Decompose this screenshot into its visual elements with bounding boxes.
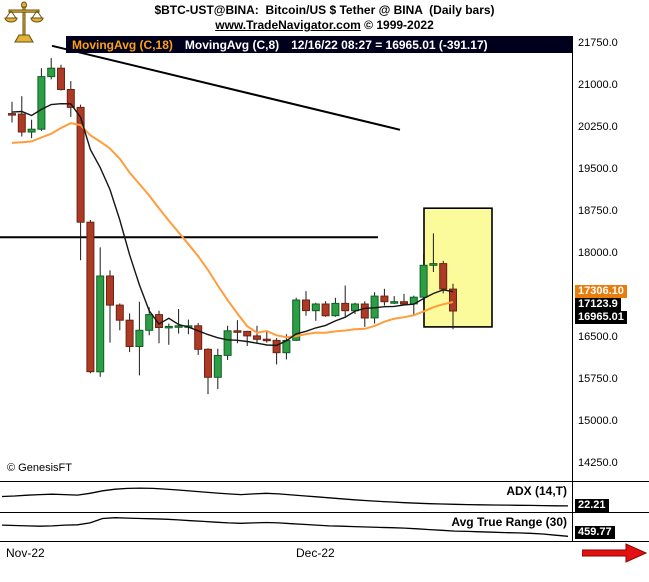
date-axis[interactable]: Nov-22 Dec-22 [0, 542, 572, 562]
chart-title: $BTC-UST@BINA: Bitcoin/US $ Tether @ BIN… [154, 3, 495, 17]
indicator-line [1, 517, 569, 537]
candle-body [96, 275, 105, 373]
candle-body [360, 303, 369, 319]
panel-separator [0, 481, 649, 482]
adx-panel[interactable]: ADX (14,T) [0, 482, 572, 512]
date-axis-label: Nov-22 [6, 546, 45, 560]
candle-body [155, 314, 163, 329]
price-tick-label: 19500.0 [578, 163, 618, 175]
candle-body [390, 301, 399, 304]
adx-value-badge: 22.21 [575, 499, 609, 512]
candle-body [106, 275, 114, 306]
candle-body [429, 263, 438, 266]
panel-separator [0, 541, 649, 542]
main-chart-pane[interactable] [0, 36, 572, 481]
candle-body [115, 304, 124, 321]
ma18-legend-label[interactable]: MovingAvg (C,18) [72, 37, 173, 52]
adx-panel-label: ADX (14,T) [506, 484, 567, 498]
candle-body [47, 67, 56, 78]
site-url: www.TradeNavigator.com [215, 18, 361, 32]
ma18-value-badge: 17306.10 [575, 285, 627, 298]
candle-body [243, 330, 252, 337]
candle-body [400, 301, 408, 305]
date-axis-label: Dec-22 [296, 546, 335, 560]
candle-body [380, 295, 389, 303]
downtrend-line-annotation[interactable] [51, 44, 401, 131]
price-axis[interactable]: 22.21 459.77 21750.0 21000.0 20250.0 19500.… [573, 0, 649, 582]
candle-body [86, 221, 95, 373]
candle-body [57, 67, 65, 90]
candle-body [449, 288, 457, 312]
indicator-line [1, 487, 569, 507]
candle-body [164, 325, 173, 329]
candle-body [311, 303, 320, 312]
candle-body [321, 303, 330, 317]
candle-body [213, 355, 222, 378]
genesisft-logo-icon [4, 1, 44, 43]
last-price-badge: 16965.01 [575, 311, 627, 324]
candle-body [145, 314, 154, 331]
candle-body [302, 299, 310, 312]
last-quote-readout: 12/16/22 08:27 = 16965.01 (-391.17) [291, 37, 488, 52]
candle-body [8, 113, 16, 116]
candle-body [17, 113, 26, 133]
candle-body [272, 339, 281, 354]
atr-line-chart [1, 517, 569, 537]
price-tick-label: 21000.0 [578, 79, 618, 91]
atr-value-badge: 459.77 [575, 526, 615, 539]
atr-panel-label: Avg True Range (30) [451, 515, 567, 529]
ma8-line[interactable] [11, 102, 454, 347]
adx-line-chart [1, 487, 569, 507]
candle-body [439, 263, 448, 290]
price-tick-label: 15000.0 [578, 415, 618, 427]
copyright-text: © 1999-2022 [360, 18, 434, 32]
candle-body [27, 128, 36, 133]
red-arrow-annotation[interactable] [582, 543, 648, 563]
price-tick-label: 18750.0 [578, 205, 618, 217]
candle-body [76, 106, 85, 223]
candle-body [419, 264, 428, 298]
candle-body [135, 329, 144, 347]
candle-body [331, 302, 340, 317]
candle-body [174, 325, 183, 328]
candle-body [341, 302, 350, 312]
candle-body [37, 76, 46, 130]
price-tick-label: 14250.0 [578, 457, 618, 469]
genesisft-watermark: © GenesisFT [7, 462, 72, 474]
candle-body [194, 325, 203, 350]
indicator-legend-bar: MovingAvg (C,18) MovingAvg (C,8) 12/16/2… [66, 36, 572, 53]
price-tick-label: 16500.0 [578, 331, 618, 343]
axis-border-line [572, 36, 573, 542]
candle-body [66, 89, 75, 108]
ma8-value-badge: 17123.9 [575, 298, 621, 311]
highlight-box-annotation[interactable] [423, 207, 493, 328]
price-tick-label: 18000.0 [578, 247, 618, 259]
candle-body [204, 348, 212, 378]
candle-body [125, 319, 134, 348]
ma18-line[interactable] [11, 122, 454, 339]
candle-body [253, 335, 261, 340]
candle-body [233, 330, 242, 333]
candle-body [292, 299, 301, 341]
price-tick-label: 20250.0 [578, 121, 618, 133]
atr-panel[interactable]: Avg True Range (30) [0, 513, 572, 541]
price-tick-label: 15750.0 [578, 373, 618, 385]
price-tick-label: 21750.0 [578, 37, 618, 49]
site-copyright-line: www.TradeNavigator.com © 1999-2022 [0, 18, 649, 32]
candle-body [262, 338, 271, 342]
panel-separator [0, 512, 649, 513]
candle-body [223, 330, 232, 356]
ma8-legend-label[interactable]: MovingAvg (C,8) [184, 37, 280, 52]
candlestick-chart[interactable] [0, 36, 572, 481]
